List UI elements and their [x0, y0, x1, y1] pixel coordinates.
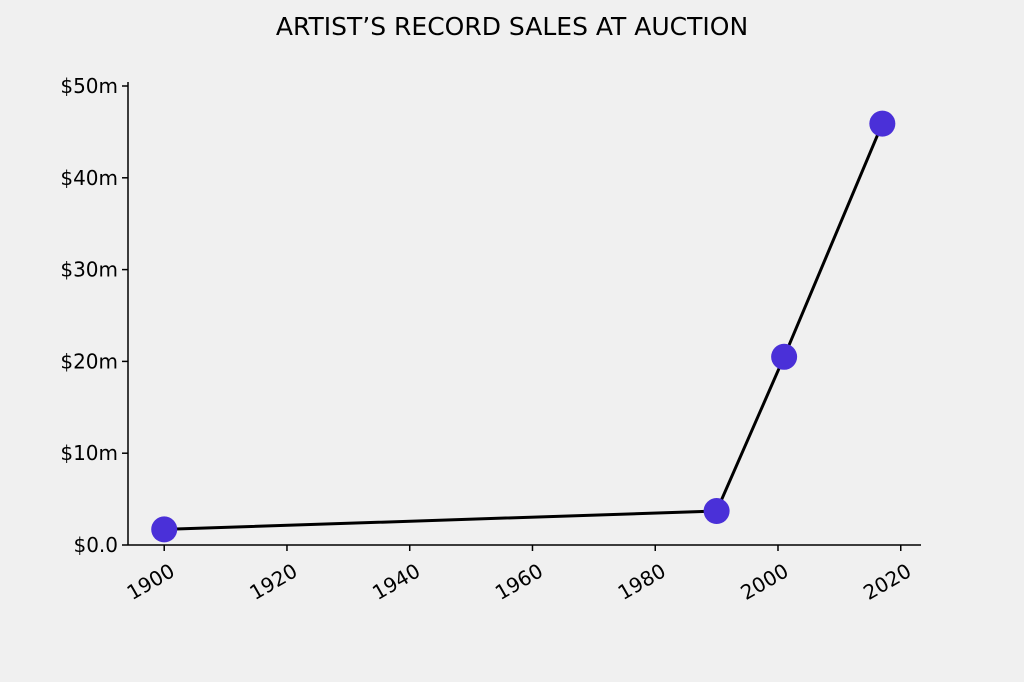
y-tick-label: $0.0 — [73, 533, 118, 557]
line — [164, 123, 884, 531]
y-tick-label: $10m — [60, 441, 118, 465]
y-tick-label: $30m — [60, 258, 118, 282]
y-tick-label: $20m — [60, 349, 118, 373]
y-tick-label: $50m — [60, 74, 118, 98]
point — [151, 516, 178, 543]
point — [869, 110, 896, 137]
y-tick-label: $40m — [60, 166, 118, 190]
point — [703, 498, 730, 525]
point — [771, 343, 798, 370]
chart-title: ARTIST’S RECORD SALES AT AUCTION — [276, 12, 748, 41]
